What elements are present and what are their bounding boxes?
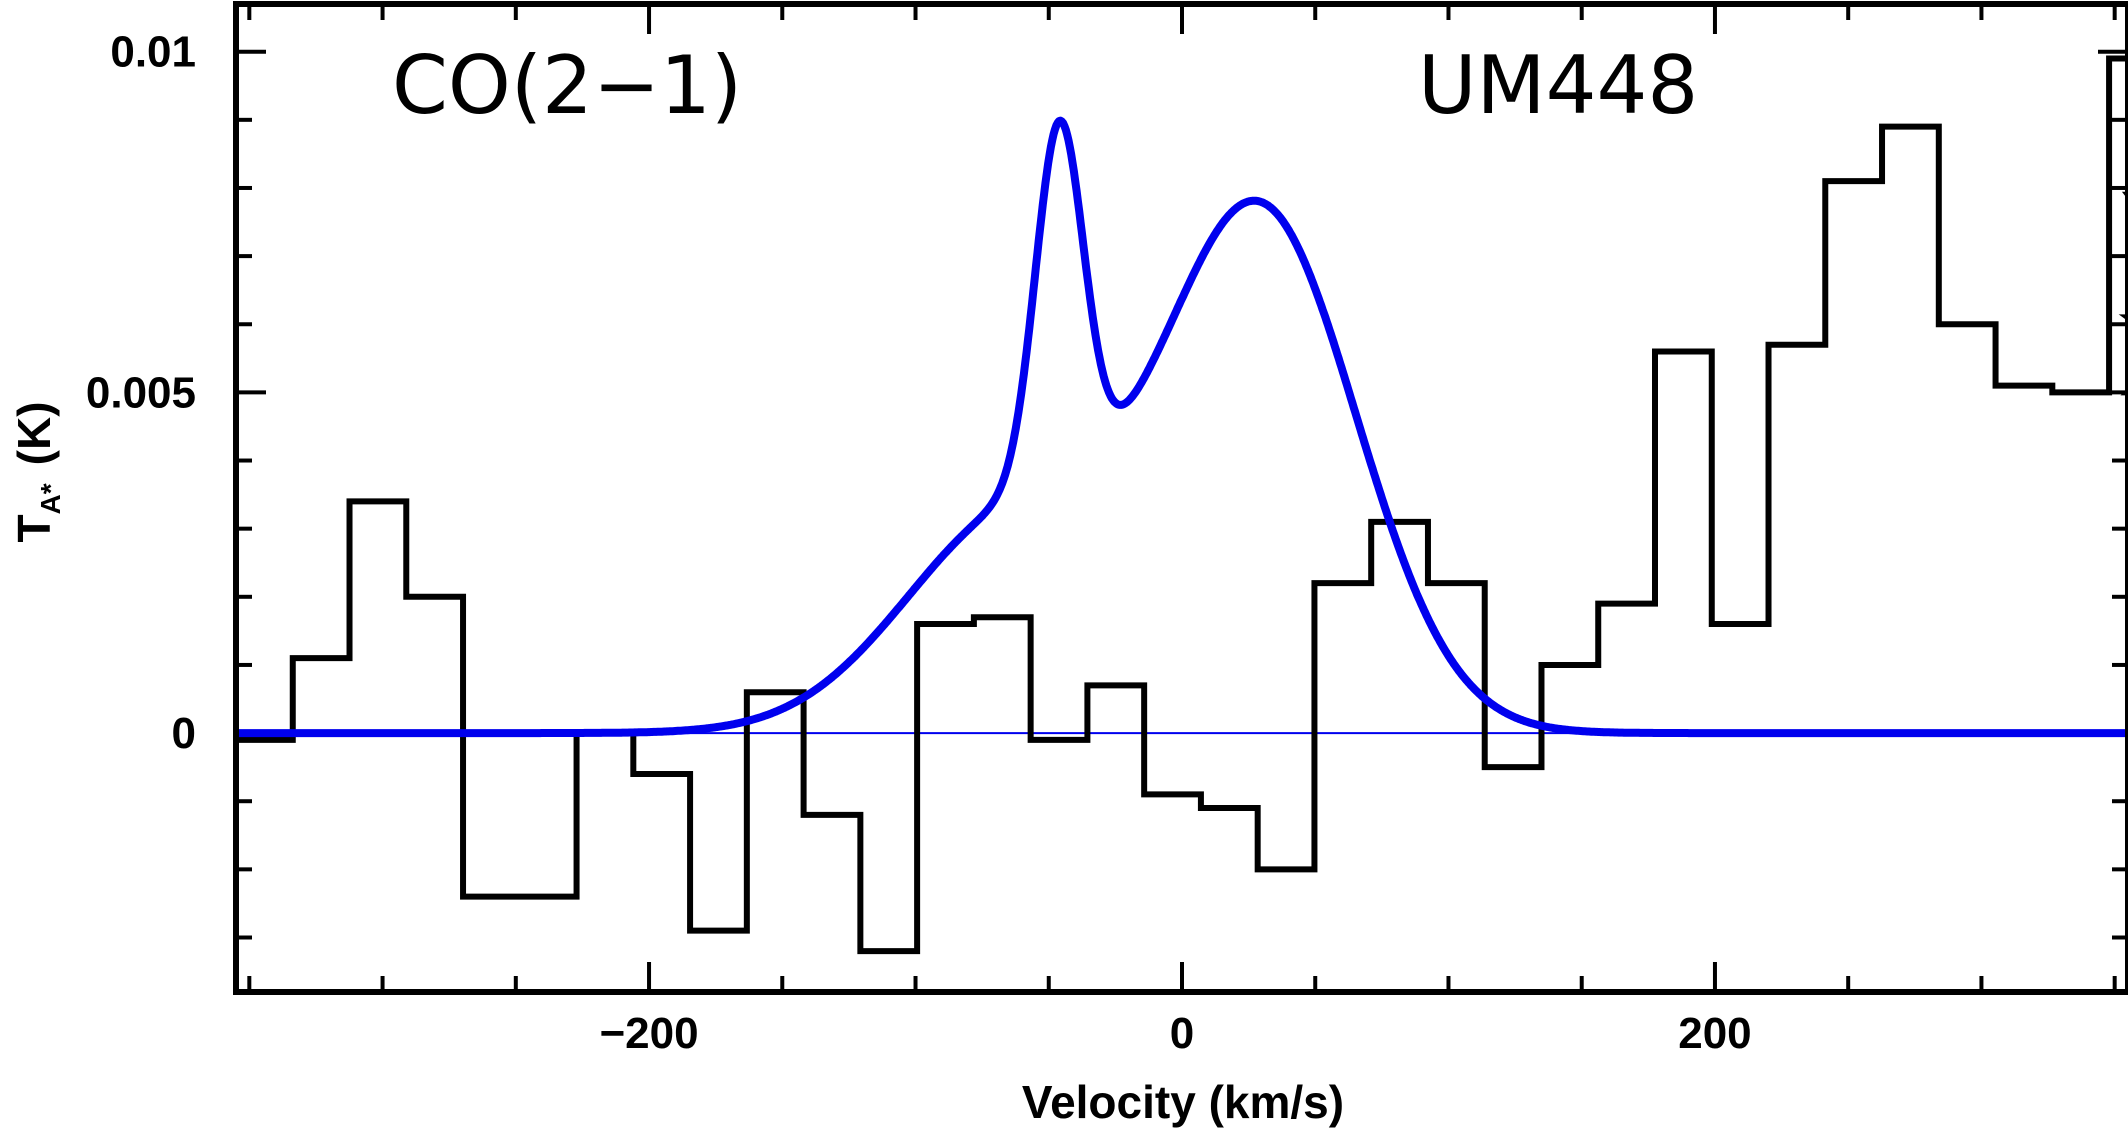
y-tick-label: 0.01: [110, 28, 196, 77]
y-tick-label: 0.005: [86, 368, 196, 417]
svg-text:TA*(K): TA* (K): [8, 401, 66, 542]
x-tick-label: 0: [1170, 1009, 1194, 1058]
gaussian-fit-curve: [233, 116, 2128, 738]
spectrum-histogram: [236, 55, 2128, 955]
plot-frame: [233, 1, 2128, 995]
y-axis-symbol: T: [8, 514, 60, 542]
y-axis-subscript: A*: [35, 483, 66, 514]
y-axis-unit: (K): [8, 401, 60, 465]
y-tick-label: 0: [172, 709, 196, 758]
line-label: CO(2−1): [392, 39, 742, 132]
axis-ticks: [236, 4, 2128, 992]
y-axis-title: TA* (K): [8, 401, 66, 542]
x-tick-label: 200: [1678, 1009, 1751, 1058]
x-tick-label: −200: [599, 1009, 698, 1058]
tick-labels: −200 0 200 0 0.005 0.01: [86, 28, 1752, 1058]
x-axis-title: Velocity (km/s): [1022, 1076, 1344, 1128]
source-label: UM448: [1418, 39, 1698, 132]
